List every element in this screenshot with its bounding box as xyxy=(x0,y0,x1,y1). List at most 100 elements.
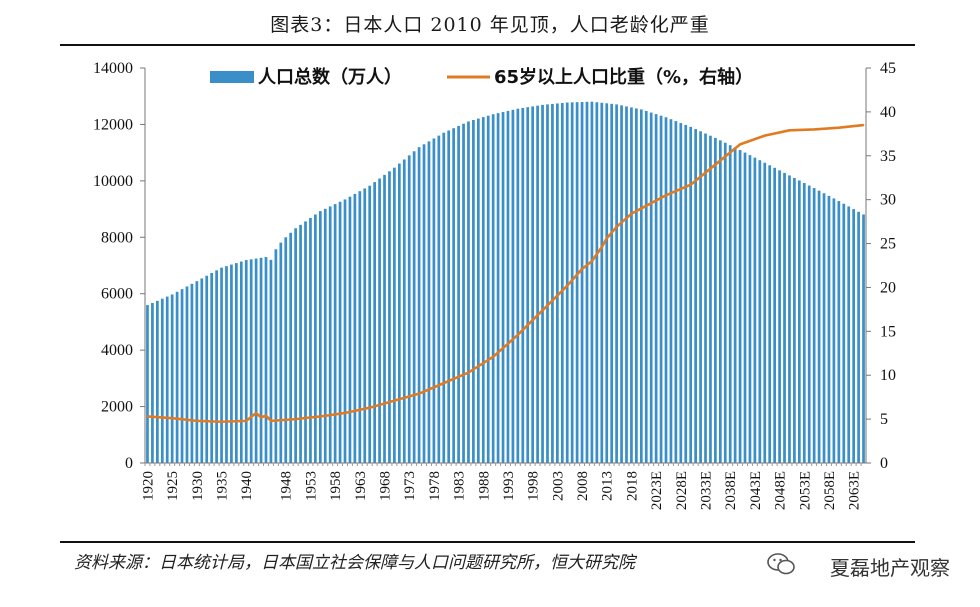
population-bar-1946 xyxy=(274,249,278,463)
population-bar-1969 xyxy=(388,171,391,464)
population-bar-2025 xyxy=(664,117,668,463)
population-bar-1976 xyxy=(422,144,426,463)
right-tick-label-15: 15 xyxy=(880,323,896,340)
chart-svg: 0 2000 4000 6000 8000 10000 12000 14000 0 5 10 15 20… xyxy=(93,60,896,510)
population-bar-1937 xyxy=(230,264,233,463)
aging-point-1990 xyxy=(492,355,495,358)
population-bar-1978 xyxy=(432,138,436,463)
population-bar-2010 xyxy=(590,101,594,463)
right-tick-label-35: 35 xyxy=(880,148,896,165)
left-tick-label-4000: 4000 xyxy=(101,342,133,359)
x-tick-label-1920: 1920 xyxy=(140,471,156,501)
population-bar-1958 xyxy=(333,204,337,463)
aging-point-1965 xyxy=(368,406,371,409)
population-bar-2002 xyxy=(551,103,554,464)
population-bar-1936 xyxy=(225,266,228,463)
population-bar-2053 xyxy=(802,183,806,463)
population-bar-1934 xyxy=(215,270,218,463)
population-bar-1993 xyxy=(506,110,510,464)
population-bar-1990 xyxy=(491,114,495,464)
aging-point-2013 xyxy=(605,237,608,240)
population-bar-2006 xyxy=(570,102,574,463)
population-bar-2004 xyxy=(560,102,564,463)
population-bar-2041 xyxy=(743,152,747,463)
left-tick-label-14000: 14000 xyxy=(93,60,133,77)
population-bar-1991 xyxy=(496,113,500,463)
x-tick-label-1935: 1935 xyxy=(215,471,231,501)
population-bar-1961 xyxy=(348,196,352,463)
x-tick-label-1930: 1930 xyxy=(190,471,206,501)
bottom-rule xyxy=(60,541,915,543)
population-bar-2032 xyxy=(699,131,702,464)
population-bar-1973 xyxy=(407,155,411,463)
population-bar-1968 xyxy=(383,174,386,463)
population-bar-2024 xyxy=(659,115,663,463)
population-bar-1995 xyxy=(516,108,520,464)
population-bar-1959 xyxy=(338,201,342,463)
aging-point-1943 xyxy=(260,416,262,419)
aging-point-1985 xyxy=(467,371,470,374)
population-bar-1949 xyxy=(289,232,293,463)
population-bar-1967 xyxy=(378,178,381,463)
population-bar-1977 xyxy=(427,141,431,463)
legend-bar-swatch xyxy=(210,71,254,83)
population-bar-2039 xyxy=(733,147,737,463)
legend-bar-label: 人口总数（万人） xyxy=(258,66,402,88)
aging-point-2040 xyxy=(739,143,741,146)
aging-point-1945 xyxy=(270,419,272,422)
population-bar-1974 xyxy=(412,151,416,463)
population-bar-2050 xyxy=(788,175,791,463)
population-bar-1970 xyxy=(393,167,396,463)
population-bar-1935 xyxy=(220,267,223,463)
right-tick-label-45: 45 xyxy=(880,60,896,77)
population-bar-2061 xyxy=(842,203,846,464)
x-tick-label-2038E: 2038E xyxy=(723,471,739,510)
population-bar-1941 xyxy=(249,259,253,463)
population-bar-2055 xyxy=(812,188,816,463)
population-bar-2047 xyxy=(773,167,776,463)
population-bar-1932 xyxy=(205,275,209,463)
x-tick-label-2018: 2018 xyxy=(624,471,640,501)
population-bar-2014 xyxy=(610,103,614,463)
population-bar-1957 xyxy=(328,206,332,463)
population-bar-2051 xyxy=(793,177,796,463)
aging-point-1960 xyxy=(344,412,346,414)
population-bar-2038 xyxy=(728,145,732,463)
population-bar-1943 xyxy=(259,257,263,463)
aging-point-2012 xyxy=(600,246,603,248)
x-tick-label-2048E: 2048E xyxy=(773,471,789,510)
population-bar-2003 xyxy=(555,103,559,463)
population-bar-1940 xyxy=(244,260,248,463)
population-bar-1925 xyxy=(170,294,174,463)
population-bar-1964 xyxy=(363,188,367,463)
aging-point-2018 xyxy=(630,212,633,215)
population-bar-1998 xyxy=(531,106,535,463)
population-bar-1983 xyxy=(457,125,460,463)
watermark-text: 夏磊地产观察 xyxy=(830,556,950,580)
x-tick-label-1968: 1968 xyxy=(378,471,394,501)
population-bar-2011 xyxy=(595,102,599,463)
population-bar-1923 xyxy=(160,298,164,463)
population-bar-2054 xyxy=(807,185,811,464)
population-bar-2027 xyxy=(674,121,678,464)
population-bar-1984 xyxy=(462,123,465,463)
population-bar-2046 xyxy=(768,165,772,463)
left-tick-label-8000: 8000 xyxy=(101,229,133,246)
population-bar-1924 xyxy=(165,296,169,463)
population-bar-2048 xyxy=(778,170,781,464)
population-bar-1952 xyxy=(304,221,307,463)
x-tick-label-1940: 1940 xyxy=(239,471,255,501)
population-bar-2007 xyxy=(575,102,579,464)
aging-point-1944 xyxy=(265,414,267,417)
x-tick-label-2013: 2013 xyxy=(600,471,616,501)
population-bar-2049 xyxy=(783,172,786,463)
population-bar-1994 xyxy=(511,109,515,463)
x-tick-label-2033E: 2033E xyxy=(699,471,715,510)
x-tick-label-1958: 1958 xyxy=(328,471,344,501)
population-bar-1956 xyxy=(323,208,327,463)
population-bar-2060 xyxy=(837,201,841,463)
population-bar-2034 xyxy=(709,135,712,463)
population-bar-1920 xyxy=(146,305,149,463)
population-bar-2017 xyxy=(625,106,628,463)
aging-point-2030 xyxy=(689,183,692,186)
